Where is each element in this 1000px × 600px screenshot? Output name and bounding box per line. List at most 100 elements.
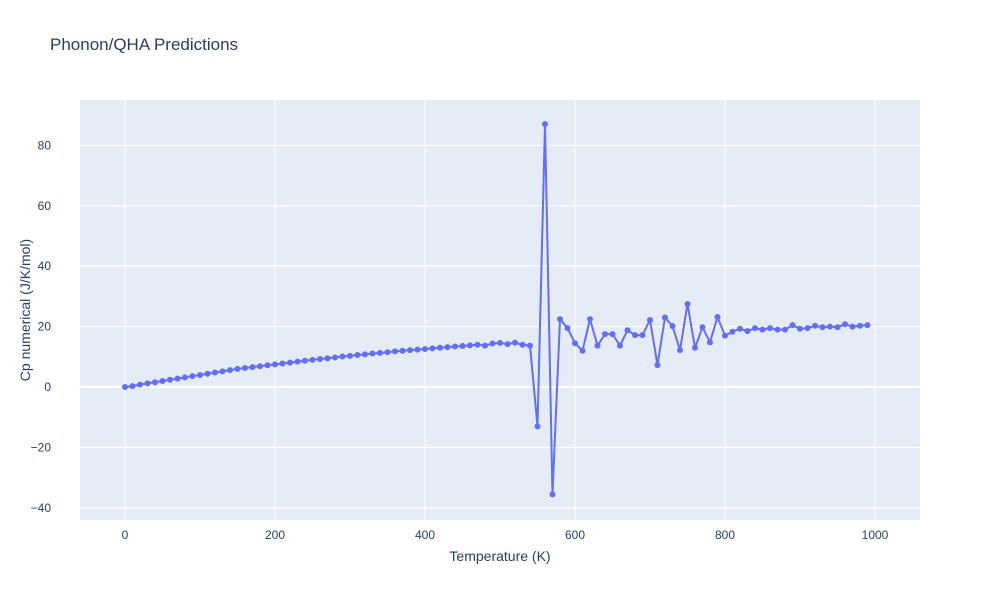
data-point[interactable] bbox=[797, 325, 803, 332]
data-point[interactable] bbox=[842, 321, 848, 328]
data-point[interactable] bbox=[707, 339, 713, 346]
data-point[interactable] bbox=[452, 343, 458, 350]
data-point[interactable] bbox=[497, 339, 503, 346]
data-point[interactable] bbox=[354, 352, 361, 359]
data-point[interactable] bbox=[144, 380, 151, 387]
data-point[interactable] bbox=[414, 346, 421, 353]
data-point[interactable] bbox=[212, 369, 218, 376]
data-point[interactable] bbox=[429, 345, 436, 352]
data-point[interactable] bbox=[159, 378, 166, 385]
data-point[interactable] bbox=[242, 365, 248, 372]
data-point[interactable] bbox=[264, 362, 271, 369]
data-point[interactable] bbox=[182, 374, 188, 381]
data-point[interactable] bbox=[287, 359, 293, 366]
data-point[interactable] bbox=[639, 332, 646, 339]
data-point[interactable] bbox=[459, 342, 466, 349]
data-point[interactable] bbox=[564, 325, 571, 332]
data-point[interactable] bbox=[324, 355, 331, 362]
data-point[interactable] bbox=[549, 491, 556, 498]
data-point[interactable] bbox=[332, 354, 338, 361]
data-point[interactable] bbox=[467, 342, 473, 349]
data-point[interactable] bbox=[789, 322, 796, 329]
data-point[interactable] bbox=[722, 332, 728, 339]
data-point[interactable] bbox=[437, 344, 443, 351]
data-point[interactable] bbox=[279, 360, 286, 367]
data-point[interactable] bbox=[737, 325, 743, 332]
data-point[interactable] bbox=[587, 316, 593, 323]
data-point[interactable] bbox=[662, 314, 668, 321]
data-point[interactable] bbox=[489, 340, 496, 347]
data-point[interactable] bbox=[857, 322, 863, 329]
data-point[interactable] bbox=[317, 355, 323, 362]
data-point[interactable] bbox=[654, 361, 661, 368]
data-point[interactable] bbox=[632, 332, 638, 339]
data-point[interactable] bbox=[219, 368, 226, 375]
data-point[interactable] bbox=[204, 370, 211, 377]
data-point[interactable] bbox=[474, 341, 481, 348]
data-point[interactable] bbox=[729, 328, 736, 335]
data-point[interactable] bbox=[174, 375, 181, 382]
data-point[interactable] bbox=[309, 356, 316, 363]
data-point[interactable] bbox=[579, 347, 586, 354]
data-point[interactable] bbox=[617, 342, 623, 349]
data-point[interactable] bbox=[624, 327, 631, 334]
data-point[interactable] bbox=[369, 350, 376, 357]
data-point[interactable] bbox=[392, 348, 398, 355]
data-point[interactable] bbox=[129, 383, 136, 390]
data-point[interactable] bbox=[362, 351, 368, 358]
data-point[interactable] bbox=[602, 331, 608, 338]
data-point[interactable] bbox=[714, 313, 721, 320]
data-point[interactable] bbox=[557, 316, 563, 323]
data-point[interactable] bbox=[384, 349, 391, 356]
data-point[interactable] bbox=[752, 325, 758, 332]
data-point[interactable] bbox=[197, 371, 203, 378]
data-point[interactable] bbox=[782, 326, 788, 333]
data-point[interactable] bbox=[812, 322, 818, 329]
data-point[interactable] bbox=[542, 121, 548, 128]
data-point[interactable] bbox=[519, 341, 526, 348]
data-point[interactable] bbox=[827, 323, 833, 330]
data-point[interactable] bbox=[302, 357, 308, 364]
data-point[interactable] bbox=[399, 347, 406, 354]
data-point[interactable] bbox=[294, 358, 301, 365]
data-point[interactable] bbox=[819, 324, 826, 331]
data-point[interactable] bbox=[774, 326, 781, 333]
data-point[interactable] bbox=[189, 373, 196, 380]
data-point[interactable] bbox=[864, 322, 871, 329]
data-point[interactable] bbox=[234, 365, 241, 372]
data-point[interactable] bbox=[609, 331, 616, 338]
data-point[interactable] bbox=[444, 344, 451, 351]
data-point[interactable] bbox=[482, 342, 488, 349]
data-point[interactable] bbox=[669, 323, 676, 330]
data-point[interactable] bbox=[572, 340, 578, 347]
data-point[interactable] bbox=[122, 384, 128, 391]
data-point[interactable] bbox=[534, 423, 541, 430]
data-point[interactable] bbox=[339, 353, 346, 360]
data-point[interactable] bbox=[834, 324, 841, 331]
data-point[interactable] bbox=[347, 352, 353, 359]
data-point[interactable] bbox=[257, 363, 263, 370]
data-point[interactable] bbox=[759, 326, 766, 333]
data-point[interactable] bbox=[137, 381, 143, 388]
data-point[interactable] bbox=[167, 376, 173, 383]
data-point[interactable] bbox=[677, 347, 683, 354]
data-point[interactable] bbox=[249, 364, 256, 371]
data-point[interactable] bbox=[512, 339, 518, 346]
data-point[interactable] bbox=[849, 323, 856, 330]
data-point[interactable] bbox=[699, 324, 706, 331]
data-point[interactable] bbox=[594, 342, 601, 349]
data-point[interactable] bbox=[422, 345, 428, 352]
data-point[interactable] bbox=[504, 341, 511, 348]
data-point[interactable] bbox=[152, 379, 158, 386]
data-point[interactable] bbox=[767, 325, 773, 332]
data-point[interactable] bbox=[692, 344, 698, 351]
data-point[interactable] bbox=[272, 361, 278, 368]
data-point[interactable] bbox=[804, 325, 811, 332]
data-point[interactable] bbox=[377, 349, 383, 356]
data-point[interactable] bbox=[227, 367, 233, 374]
data-point[interactable] bbox=[527, 342, 533, 349]
data-point[interactable] bbox=[744, 328, 751, 335]
data-point[interactable] bbox=[407, 347, 413, 354]
data-point[interactable] bbox=[684, 300, 691, 307]
data-point[interactable] bbox=[647, 316, 653, 323]
